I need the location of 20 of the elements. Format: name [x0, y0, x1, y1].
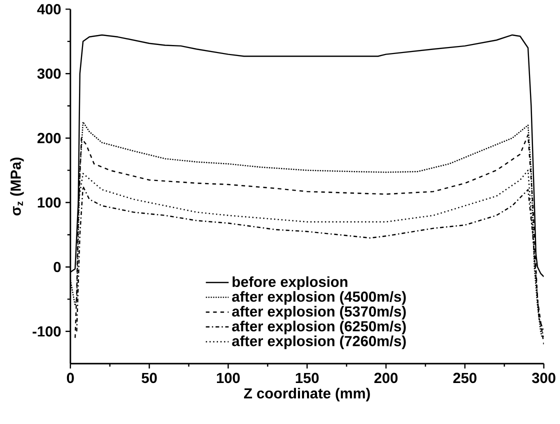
- legend-label: after explosion (5370m/s): [232, 306, 406, 320]
- legend-label: after explosion (7260m/s): [232, 335, 406, 349]
- y-axis-title: σ$_{z}$ (MPa): [10, 157, 24, 216]
- x-tick-label: 50: [142, 372, 157, 383]
- x-tick-label: 100: [216, 372, 240, 383]
- x-tick-label: 200: [374, 372, 398, 383]
- x-tick-label: 300: [532, 372, 556, 383]
- x-tick-label: 150: [296, 372, 319, 383]
- y-tick-label: 100: [38, 197, 61, 208]
- y-tick-label: -100: [32, 326, 61, 336]
- x-axis-title: Z coordinate (mm): [244, 388, 370, 402]
- legend-label: after explosion (4500m/s): [232, 290, 406, 305]
- y-tick-label: 200: [37, 132, 61, 144]
- legend-label: before explosion: [232, 276, 348, 290]
- y-tick-label: 400: [37, 4, 61, 14]
- y-tick-label: 0: [54, 262, 61, 272]
- y-tick-label: 300: [37, 68, 61, 79]
- x-tick-label: 250: [453, 372, 476, 383]
- x-tick-label: 0: [66, 372, 74, 383]
- legend-label: after explosion (6250m/s): [232, 320, 406, 334]
